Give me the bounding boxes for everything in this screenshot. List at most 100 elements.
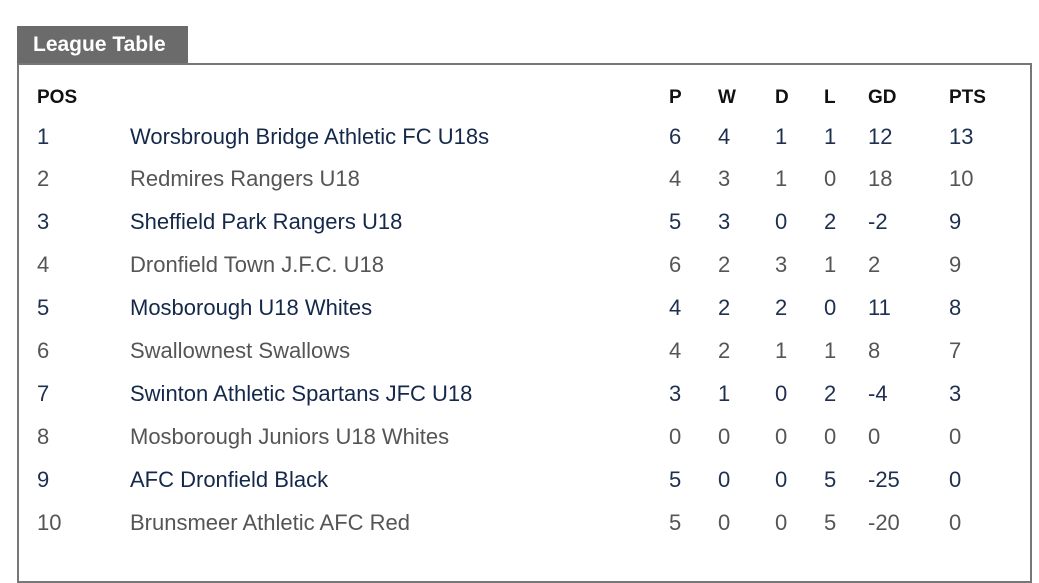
team-link[interactable]: Mosborough Juniors U18 Whites [130,423,450,449]
cell-pos: 1 [37,124,50,149]
table-row: 3 Sheffield Park Rangers U18 5 3 0 2 -2 … [19,200,1030,243]
cell-won: 0 [718,466,731,492]
team-link[interactable]: Swinton Athletic Spartans JFC U18 [130,380,473,406]
cell-drawn: 1 [775,124,788,149]
cell-drawn: 3 [775,251,788,277]
table-row: 1 Worsbrough Bridge Athletic FC U18s 6 4… [19,117,1030,157]
cell-won: 2 [718,251,731,277]
cell-goal-difference: -2 [868,208,888,234]
cell-pos: 3 [37,208,50,234]
cell-lost: 2 [824,208,837,234]
league-table-widget: League Table POS P W D L GD PTS [17,26,1032,583]
cell-won: 0 [718,509,731,535]
table-row: 5 Mosborough U18 Whites 4 2 2 0 11 8 [19,286,1030,329]
cell-played: 3 [669,380,682,406]
cell-points: 3 [949,380,962,406]
cell-goal-difference: -20 [868,509,900,535]
cell-pos: 4 [37,251,50,277]
cell-won: 2 [718,337,731,363]
table-row: 8 Mosborough Juniors U18 Whites 0 0 0 0 … [19,415,1030,458]
table-row: 4 Dronfield Town J.F.C. U18 6 2 3 1 2 9 [19,243,1030,286]
cell-pos: 8 [37,423,50,449]
league-table-title: League Table [17,26,188,64]
cell-won: 0 [718,423,731,449]
table-row: 2 Redmires Rangers U18 4 3 1 0 18 10 [19,157,1030,200]
header-pos: POS [37,87,78,108]
cell-lost: 0 [824,423,837,449]
cell-points: 7 [949,337,962,363]
team-link[interactable]: Dronfield Town J.F.C. U18 [130,251,384,277]
cell-played: 4 [669,294,682,320]
cell-won: 2 [718,294,731,320]
table-row: 9 AFC Dronfield Black 5 0 0 5 -25 0 [19,458,1030,501]
cell-lost: 1 [824,124,837,149]
table-row: 10 Brunsmeer Athletic AFC Red 5 0 0 5 -2… [19,501,1030,544]
cell-played: 6 [669,251,682,277]
cell-points: 9 [949,251,962,277]
league-table-panel: POS P W D L GD PTS 1 Worsbrough Bridge A… [17,63,1032,583]
cell-played: 5 [669,466,682,492]
cell-lost: 2 [824,380,837,406]
cell-pos: 7 [37,380,50,406]
cell-drawn: 0 [775,466,788,492]
header-points: PTS [949,87,986,108]
cell-pos: 6 [37,337,50,363]
cell-lost: 0 [824,165,837,191]
cell-won: 3 [718,165,731,191]
cell-lost: 1 [824,251,837,277]
team-link[interactable]: Mosborough U18 Whites [130,294,373,320]
league-table: POS P W D L GD PTS 1 Worsbrough Bridge A… [19,79,1030,544]
cell-goal-difference: 11 [868,294,891,320]
team-link[interactable]: Worsbrough Bridge Athletic FC U18s [130,124,490,149]
cell-drawn: 1 [775,337,788,363]
cell-goal-difference: -4 [868,380,888,406]
cell-lost: 5 [824,466,837,492]
cell-drawn: 0 [775,509,788,535]
header-played: P [669,87,682,108]
cell-played: 5 [669,509,682,535]
header-goal-difference: GD [868,87,897,108]
cell-pos: 2 [37,165,50,191]
header-lost: L [824,87,836,108]
cell-points: 0 [949,423,962,449]
cell-goal-difference: 12 [868,124,893,149]
cell-points: 0 [949,466,962,492]
cell-played: 4 [669,165,682,191]
cell-won: 1 [718,380,731,406]
cell-goal-difference: 8 [868,337,881,363]
team-link[interactable]: AFC Dronfield Black [130,466,329,492]
table-row: 6 Swallownest Swallows 4 2 1 1 8 7 [19,329,1030,372]
cell-points: 13 [949,124,974,149]
header-won: W [718,87,736,108]
team-link[interactable]: Sheffield Park Rangers U18 [130,208,403,234]
cell-pos: 9 [37,466,50,492]
cell-drawn: 1 [775,165,788,191]
cell-played: 4 [669,337,682,363]
team-link[interactable]: Redmires Rangers U18 [130,165,360,191]
cell-won: 3 [718,208,731,234]
cell-lost: 5 [824,509,837,535]
header-drawn: D [775,87,789,108]
cell-played: 5 [669,208,682,234]
cell-points: 0 [949,509,962,535]
cell-pos: 5 [37,294,50,320]
cell-goal-difference: 0 [868,423,881,449]
cell-played: 0 [669,423,682,449]
team-link[interactable]: Brunsmeer Athletic AFC Red [130,509,411,535]
header-team [130,79,669,117]
table-row: 7 Swinton Athletic Spartans JFC U18 3 1 … [19,372,1030,415]
cell-points: 10 [949,165,974,191]
cell-lost: 0 [824,294,837,320]
cell-points: 9 [949,208,962,234]
cell-goal-difference: -25 [868,466,900,492]
team-link[interactable]: Swallownest Swallows [130,337,351,363]
cell-drawn: 0 [775,380,788,406]
cell-drawn: 2 [775,294,788,320]
cell-drawn: 0 [775,423,788,449]
cell-goal-difference: 18 [868,165,893,191]
cell-drawn: 0 [775,208,788,234]
cell-played: 6 [669,124,682,149]
cell-points: 8 [949,294,962,320]
cell-goal-difference: 2 [868,251,881,277]
cell-won: 4 [718,124,731,149]
